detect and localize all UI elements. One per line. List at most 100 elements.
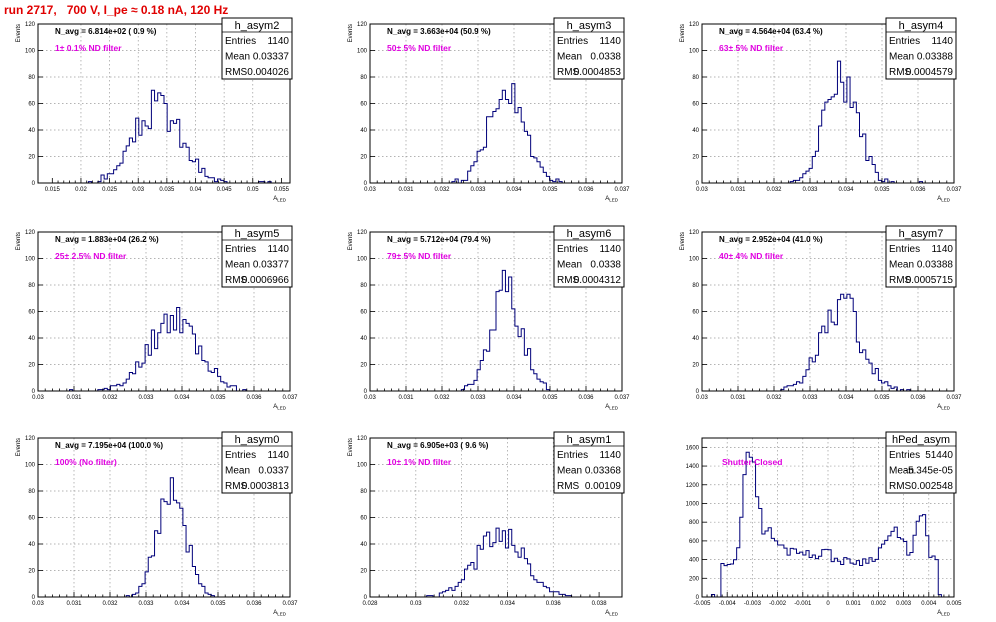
x-axis-label-subscript: LED [277, 406, 287, 411]
x-tick-label: 0.031 [398, 187, 414, 193]
stats-box [885, 225, 957, 288]
histogram-line [370, 269, 622, 392]
stats-value-entries: 1140 [267, 244, 289, 255]
x-axis-label: ALED [273, 404, 287, 411]
x-tick-label: 0.03 [696, 187, 708, 193]
stats-value-rms: 0.0003813 [242, 481, 290, 492]
x-tick-label: 0.032 [434, 187, 450, 193]
histogram-pad: 0.03 0.031 0.032 0.033 0.034 0.035 0.036 0.037 0… [664, 224, 996, 416]
x-tick-label: 0.045 [217, 187, 233, 193]
x-tick-label: 0.036 [910, 395, 926, 401]
x-tick-label: 0.036 [910, 187, 926, 193]
page-title: run 2717, 700 V, I_pe ≈ 0.18 nA, 120 Hz [4, 3, 229, 17]
x-axis-label-subscript: LED [277, 612, 287, 617]
n-avg-label: N_avg = 6.905e+03 ( 9.6 %) [387, 441, 489, 450]
y-tick-label: 0 [32, 181, 36, 187]
n-avg-label: N_avg = 3.663e+04 (50.9 %) [387, 27, 491, 36]
stats-value-mean: -5.345e-05 [905, 466, 954, 477]
y-tick-label: 120 [25, 22, 36, 28]
x-tick-label: 0.03 [696, 395, 708, 401]
x-tick-label: 0.037 [946, 187, 962, 193]
x-axis-label-subscript: LED [609, 612, 619, 617]
x-tick-label: 0.031 [730, 395, 746, 401]
n-avg-label: N_avg = 6.814e+02 ( 0.9 %) [55, 27, 157, 36]
y-tick-label: 100 [25, 463, 36, 469]
y-tick-label: 40 [692, 128, 699, 134]
histogram-line [38, 89, 290, 184]
histogram-line [702, 293, 954, 392]
stats-value-mean: 0.03388 [917, 52, 954, 63]
stats-value-entries: 1140 [931, 244, 953, 255]
x-axis-label: ALED [273, 196, 287, 203]
filter-label: 25± 2.5% ND filter [55, 251, 127, 261]
x-axis-label: ALED [605, 404, 619, 411]
x-tick-label: 0.031 [730, 187, 746, 193]
x-axis-label-subscript: LED [941, 612, 951, 617]
y-tick-label: 20 [360, 569, 367, 575]
histogram-pad: 0.015 0.02 0.025 0.03 0.035 0.04 0.045 0.05 0.05… [0, 16, 332, 208]
x-tick-label: 0.035 [542, 187, 558, 193]
y-tick-label: 40 [692, 336, 699, 342]
stats-value-entries: 51440 [925, 450, 953, 461]
y-tick-label: 80 [692, 283, 699, 289]
y-axis-label: Events [680, 24, 686, 42]
histogram-line [38, 477, 290, 598]
filter-label: 79± 5% ND filter [387, 251, 452, 261]
stats-title: h_asym5 [235, 228, 280, 240]
y-axis-label: Events [348, 438, 354, 456]
y-tick-label: 0 [364, 389, 368, 395]
y-tick-label: 20 [28, 569, 35, 575]
x-tick-label: 0.04 [190, 187, 202, 193]
stats-title: h_asym4 [899, 20, 944, 32]
y-axis-label: Events [16, 232, 22, 250]
x-axis-label: ALED [937, 610, 951, 617]
x-tick-label: 0.036 [546, 601, 562, 607]
stats-label-rms: RMS [889, 275, 912, 286]
x-tick-label: 0.037 [282, 601, 298, 607]
stats-box [885, 17, 957, 80]
x-axis-label: ALED [937, 196, 951, 203]
y-tick-label: 20 [360, 363, 367, 369]
histogram-pad: 0.03 0.031 0.032 0.033 0.034 0.035 0.036 0.037 0… [332, 16, 664, 208]
y-tick-label: 80 [28, 489, 35, 495]
y-tick-label: 80 [360, 283, 367, 289]
x-tick-label: 0.035 [874, 187, 890, 193]
histogram-pad: 0.03 0.031 0.032 0.033 0.034 0.035 0.036 0.037 0… [664, 16, 996, 208]
x-tick-label: 0.005 [946, 601, 962, 607]
x-axis-label: ALED [937, 404, 951, 411]
stats-label-mean: Mean [225, 52, 250, 63]
stats-title: h_asym1 [567, 434, 612, 446]
y-tick-label: 60 [360, 102, 367, 108]
stats-value-mean: 0.03337 [253, 52, 290, 63]
y-tick-label: 20 [692, 155, 699, 161]
stats-label-rms: RMS [225, 275, 248, 286]
stats-label-mean: Mean [557, 466, 582, 477]
y-tick-label: 120 [689, 22, 700, 28]
x-tick-label: -0.002 [769, 601, 787, 607]
y-tick-label: 0 [364, 181, 368, 187]
stats-value-entries: 1140 [599, 450, 621, 461]
y-tick-label: 100 [357, 49, 368, 55]
stats-value-rms: 0.0004853 [574, 67, 622, 78]
stats-value-entries: 1140 [599, 36, 621, 47]
stats-label-mean: Mean [889, 52, 914, 63]
x-tick-label: 0.002 [871, 601, 887, 607]
stats-label-entries: Entries [225, 244, 256, 255]
stats-value-rms: 0.0004312 [574, 275, 622, 286]
x-tick-label: 0.037 [614, 395, 630, 401]
x-tick-label: 0.031 [398, 395, 414, 401]
stats-title: hPed_asym [892, 434, 950, 446]
stats-label-entries: Entries [557, 450, 588, 461]
y-tick-label: 1000 [686, 501, 700, 507]
x-axis-label: ALED [273, 610, 287, 617]
x-tick-label: 0.055 [274, 187, 290, 193]
x-tick-label: 0.032 [766, 187, 782, 193]
x-tick-label: 0.038 [592, 601, 608, 607]
histogram-pad: 0.028 0.03 0.032 0.034 0.036 0.038 0 20 40 60 80 10… [332, 430, 664, 622]
stats-value-entries: 1140 [599, 244, 621, 255]
y-tick-label: 20 [28, 363, 35, 369]
y-tick-label: 60 [692, 102, 699, 108]
y-tick-label: 40 [28, 128, 35, 134]
n-avg-label: N_avg = 2.952e+04 (41.0 %) [719, 235, 823, 244]
histogram-line [370, 527, 622, 598]
